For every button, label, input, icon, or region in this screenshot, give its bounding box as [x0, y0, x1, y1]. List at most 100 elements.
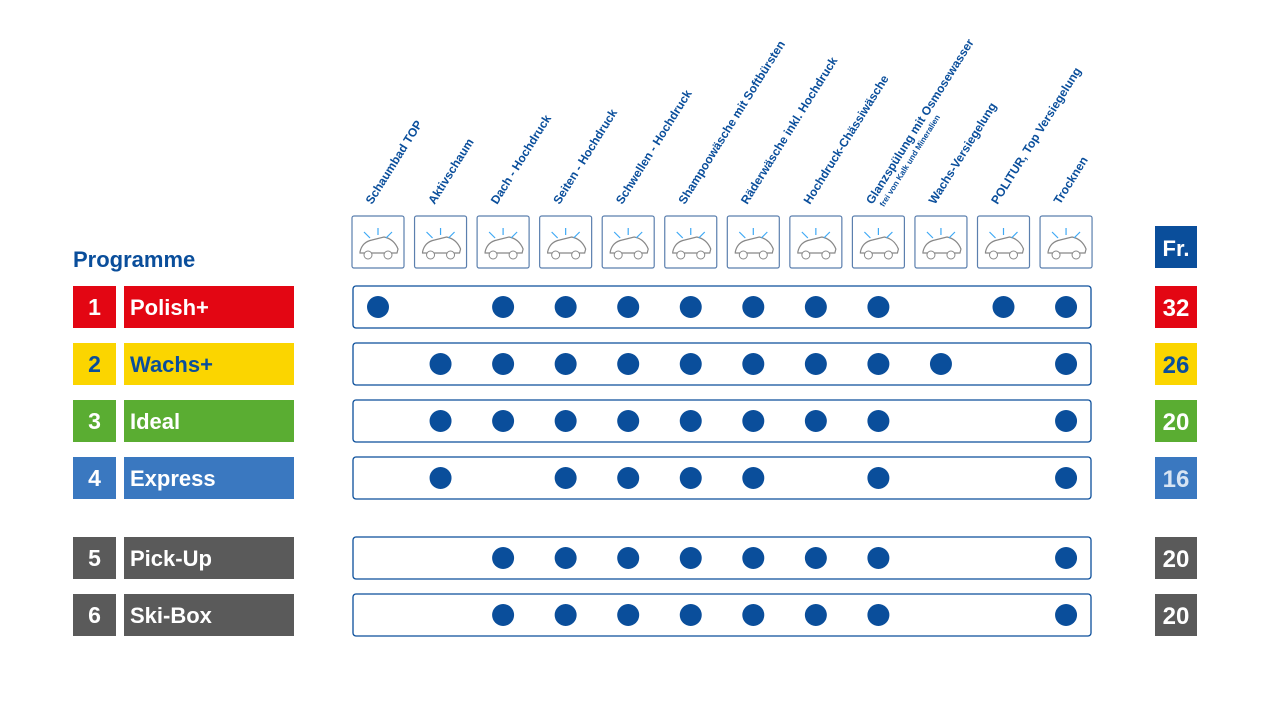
spray-icon [488, 228, 518, 239]
included-dot [554, 296, 577, 318]
step-label: Glanzspülung mit Osmosewasser [863, 36, 977, 207]
wheel-icon [571, 250, 581, 260]
included-dot [742, 353, 765, 375]
step-icon-box [476, 215, 530, 269]
step-header: Seiten - Hochdruck [550, 106, 620, 206]
included-dot [554, 467, 577, 489]
car-icon [484, 236, 524, 254]
price: 20 [1163, 603, 1190, 630]
included-dot [429, 410, 452, 432]
car-icon [609, 236, 649, 254]
row-frame [352, 285, 1092, 329]
program-number: 5 [88, 545, 101, 571]
program-number: 6 [88, 602, 101, 628]
included-dot [367, 296, 389, 318]
car-icon [359, 236, 399, 254]
included-dot [867, 467, 890, 489]
included-dot [1055, 604, 1078, 626]
step-header: Trocknen [1051, 154, 1091, 207]
included-dot [742, 604, 765, 626]
program-name-box [124, 400, 294, 442]
program-number: 1 [88, 294, 101, 320]
spray-icon [989, 228, 1018, 239]
wheel-icon [1051, 250, 1061, 260]
spray-icon [1051, 228, 1081, 239]
included-dot [617, 604, 640, 626]
program-number-box [73, 400, 116, 442]
step-icon-box [1039, 215, 1093, 269]
included-dot [554, 353, 577, 375]
program-name: Ideal [130, 409, 180, 434]
wheel-icon [613, 250, 623, 260]
spray-icon [363, 228, 393, 239]
row-frame [352, 593, 1092, 637]
included-dot [804, 547, 827, 569]
wheel-icon [488, 250, 498, 260]
wheel-icon [426, 250, 436, 260]
included-dot [554, 547, 577, 569]
included-dot [742, 410, 765, 432]
included-dot [992, 296, 1015, 318]
included-dot [742, 467, 765, 489]
step-label: Dach - Hochdruck [488, 112, 554, 207]
included-dot [617, 296, 640, 318]
program-name-box [124, 343, 294, 385]
step-label: Shampoowäsche mit Softbürsten [675, 38, 788, 207]
wheel-icon [508, 250, 518, 260]
step-icon-box [851, 215, 906, 269]
wheel-icon [989, 250, 998, 260]
included-dot [679, 353, 702, 375]
program-number-box [73, 537, 116, 579]
program-number: 3 [88, 408, 101, 434]
included-dot [617, 467, 640, 489]
included-dot [867, 353, 890, 375]
wheel-icon [363, 250, 373, 260]
included-dot [1055, 467, 1078, 489]
price-box [1155, 400, 1197, 442]
program-number: 4 [88, 465, 101, 491]
step-label: Schaumbad TOP [363, 118, 426, 207]
price: 20 [1163, 409, 1190, 436]
spray-icon [801, 228, 831, 239]
included-dot [617, 547, 640, 569]
included-dot [679, 410, 702, 432]
row-frame [352, 399, 1092, 443]
included-dot [1055, 410, 1078, 432]
price-box [1155, 537, 1197, 579]
wheel-icon [738, 250, 748, 260]
spray-icon [426, 228, 455, 239]
car-icon [734, 236, 774, 254]
car-icon [984, 236, 1025, 254]
heading: Programme [73, 247, 195, 272]
program-name-box [124, 537, 294, 579]
program-name: Pick-Up [130, 546, 212, 571]
step-icon-box [664, 215, 718, 269]
step-icon-box [789, 215, 843, 269]
price: 26 [1163, 352, 1190, 379]
price-box [1155, 286, 1197, 328]
wheel-icon [1071, 250, 1081, 260]
program-name: Express [130, 466, 216, 491]
program-number-box [73, 594, 116, 636]
row-frame [352, 456, 1092, 500]
program-name: Ski-Box [130, 603, 213, 628]
price: 32 [1163, 295, 1190, 322]
step-header: Aktivschaum [425, 136, 476, 207]
included-dot [867, 296, 890, 318]
price-box [1155, 343, 1197, 385]
wheel-icon [863, 250, 873, 260]
car-icon [859, 236, 900, 254]
included-dot [1055, 353, 1078, 375]
step-header: Shampoowäsche mit Softbürsten [675, 38, 788, 207]
spray-icon [926, 228, 956, 239]
car-icon [922, 236, 962, 254]
wheel-icon [676, 250, 686, 260]
car-icon [797, 236, 837, 254]
wheel-icon [946, 250, 956, 260]
included-dot [492, 353, 515, 375]
included-dot [867, 547, 890, 569]
included-dot [929, 353, 952, 375]
program-number-box [73, 457, 116, 499]
included-dot [804, 604, 827, 626]
